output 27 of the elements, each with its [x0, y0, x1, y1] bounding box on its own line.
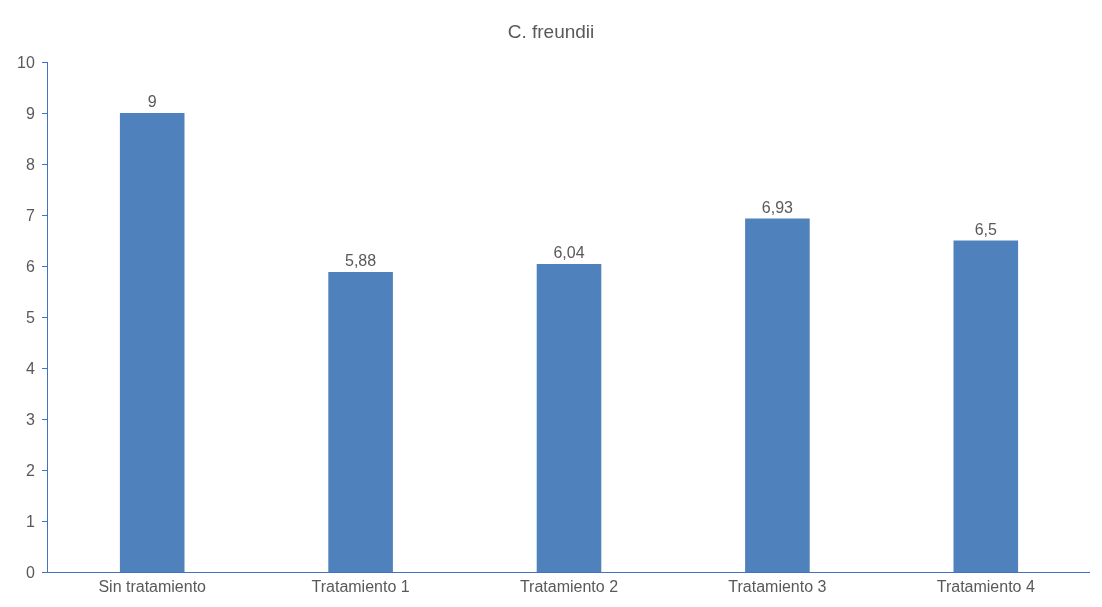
x-tick-label: Sin tratamiento	[98, 578, 207, 596]
bar	[119, 113, 185, 572]
y-tick-label: 6	[25, 257, 35, 275]
bar	[536, 263, 602, 572]
y-tick-label: 5	[25, 308, 35, 326]
data-label: 6,93	[761, 198, 794, 216]
y-tick-label: 3	[25, 410, 35, 428]
bar	[953, 240, 1019, 572]
bar	[328, 272, 393, 572]
y-tick-label: 8	[25, 155, 35, 173]
x-tick-label: Tratamiento 1	[311, 578, 410, 596]
y-tick-label: 0	[25, 563, 35, 581]
y-tick-label: 2	[25, 461, 35, 479]
y-tick-label: 9	[25, 104, 35, 122]
y-tick-label: 7	[25, 206, 35, 224]
chart-title: C. freundii	[507, 20, 595, 42]
y-tick-label: 1	[25, 512, 35, 530]
data-label: 6,04	[553, 243, 585, 261]
data-label: 5,88	[344, 252, 377, 270]
x-tick-label: Tratamiento 2	[519, 578, 619, 596]
data-label: 9	[147, 93, 157, 110]
data-label: 6,5	[974, 220, 997, 238]
x-tick-label: Tratamiento 4	[936, 578, 1035, 596]
y-tick-label: 10	[17, 53, 35, 71]
bar	[745, 218, 810, 572]
x-tick-label: Tratamiento 3	[728, 578, 827, 596]
y-tick-label: 4	[25, 359, 35, 377]
